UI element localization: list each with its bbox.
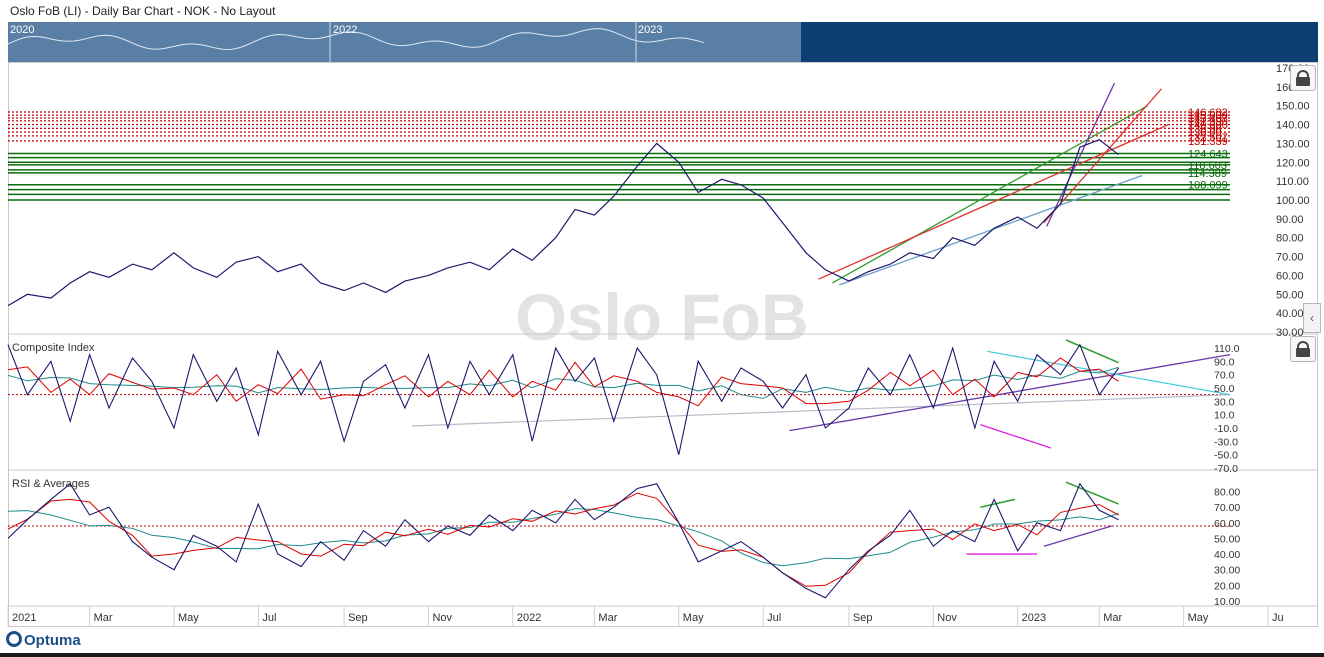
date-axis-tick-label: 2022 [517, 612, 541, 624]
chevron-left-icon[interactable]: ‹ [1303, 303, 1321, 333]
lock-icon[interactable] [1290, 65, 1316, 91]
rsi-trend-purple [1043, 525, 1112, 547]
composite-axis-tick: 50.0 [1214, 383, 1235, 395]
trend-line-red-steep [1043, 88, 1162, 224]
bottom-bar [0, 653, 1324, 657]
composite-slow-average [7, 366, 1119, 399]
price-axis-tick: 100.00 [1276, 195, 1310, 207]
composite-axis-tick: 90.0 [1214, 356, 1235, 368]
composite-fast-average [7, 357, 1119, 407]
price-axis-tick: 130.00 [1276, 138, 1310, 150]
date-axis-tick-label: Mar [598, 612, 617, 624]
resistance-level-label: 138.00 [1188, 123, 1222, 135]
rsi-axis-tick: 80.00 [1214, 487, 1240, 499]
rsi-axis-tick: 10.00 [1214, 596, 1240, 608]
composite-axis-tick: 10.0 [1214, 410, 1235, 422]
composite-trend-cyan [987, 350, 1231, 396]
resistance-level-label: 141.990 [1188, 116, 1228, 128]
price-axis-tick: 40.00 [1276, 308, 1304, 320]
resistance-level-label: 140.000 [1188, 120, 1228, 132]
price-axis-tick: 120.00 [1276, 157, 1310, 169]
support-level-label: 118.603 [1188, 160, 1227, 172]
price-axis-tick: 50.00 [1276, 289, 1304, 301]
price-axis-tick: 70.00 [1276, 252, 1304, 264]
date-axis-tick-label: May [178, 612, 199, 624]
composite-trend-purple [789, 354, 1231, 432]
date-axis-tick-label: Nov [937, 612, 957, 624]
date-axis-tick-label: Sep [348, 612, 368, 624]
composite-axis-tick: 30.0 [1214, 396, 1235, 408]
overview-year-label: 2020 [10, 24, 35, 36]
overview-year-label: 2022 [333, 24, 358, 36]
brand-logo: Optuma [6, 631, 81, 649]
date-axis-tick-label: Ju [1272, 612, 1284, 624]
price-axis-tick: 90.00 [1276, 214, 1304, 226]
price-line [7, 139, 1119, 307]
rsi-line [7, 482, 1119, 599]
rsi-divergence-green [1065, 481, 1119, 505]
resistance-level-label: 131.339 [1188, 136, 1228, 148]
date-axis-tick-label: 2023 [1022, 612, 1046, 624]
composite-axis-tick: -70.0 [1214, 463, 1238, 475]
rsi-axis-tick: 40.00 [1214, 549, 1240, 561]
date-axis-tick-label: 2021 [12, 612, 36, 624]
composite-divergence-magenta [980, 424, 1052, 449]
chart-frame [8, 62, 1318, 627]
resistance-level-label: 143.467 [1188, 113, 1228, 125]
trend-line-purple [1046, 82, 1116, 227]
lock-icon[interactable] [1290, 336, 1316, 362]
resistance-level-label: 133.507 [1188, 132, 1228, 144]
rsi-axis-tick: 70.00 [1214, 502, 1240, 514]
rsi-divergence-green [980, 498, 1016, 508]
rsi-axis-tick: 30.00 [1214, 565, 1240, 577]
resistance-level-label: 145.000 [1188, 110, 1228, 122]
overview-sparkline [8, 22, 705, 62]
rsi-slow-average [7, 508, 1119, 567]
resistance-level-label: 136.00 [1188, 127, 1222, 139]
date-axis-tick-label: Mar [1103, 612, 1122, 624]
overview-selected-range[interactable] [8, 22, 801, 62]
composite-axis-tick: -30.0 [1214, 436, 1238, 448]
date-axis-tick-label: Jul [262, 612, 276, 624]
trend-line-red [818, 123, 1169, 280]
rsi-title: RSI & Averages [12, 478, 90, 490]
date-axis-tick-label: May [683, 612, 704, 624]
trend-line-green [832, 105, 1148, 284]
overview-year-label: 2023 [638, 24, 663, 36]
price-axis-tick: 140.00 [1276, 120, 1310, 132]
composite-index-title: Composite Index [12, 342, 95, 354]
price-axis-tick: 80.00 [1276, 233, 1304, 245]
watermark: Oslo FoB [515, 280, 808, 354]
rsi-axis-tick: 60.00 [1214, 518, 1240, 530]
date-axis-tick-label: Nov [432, 612, 452, 624]
support-level-label: 124.643 [1188, 149, 1228, 161]
window-title: Oslo FoB (LI) - Daily Bar Chart - NOK - … [10, 4, 276, 18]
composite-axis-tick: -10.0 [1214, 423, 1238, 435]
price-axis-tick: 150.00 [1276, 101, 1310, 113]
composite-divergence-green [1065, 339, 1119, 364]
trend-line-blue [839, 174, 1143, 286]
composite-axis-tick: -50.0 [1214, 450, 1238, 462]
rsi-axis-tick: 20.00 [1214, 580, 1240, 592]
date-axis-tick-label: Jul [767, 612, 781, 624]
composite-trend-grey [411, 394, 1231, 427]
price-axis-tick: 60.00 [1276, 270, 1304, 282]
composite-axis-tick: 110.0 [1214, 343, 1240, 355]
price-axis-tick: 110.00 [1276, 176, 1309, 188]
support-level-label: 108.099 [1188, 180, 1228, 192]
date-axis-tick-label: May [1188, 612, 1209, 624]
brand-name: Optuma [24, 632, 81, 649]
date-axis-tick-label: Sep [853, 612, 873, 624]
rsi-axis-tick: 50.00 [1214, 533, 1240, 545]
support-level-label: 114.389 [1188, 168, 1227, 180]
optuma-logo-icon [6, 631, 22, 647]
overview-navigator[interactable]: 2020 2022 2023 [8, 22, 1318, 62]
resistance-level-label: 146.682 [1188, 107, 1228, 119]
rsi-fast-average [7, 492, 1119, 587]
composite-index-line [7, 343, 1120, 455]
composite-axis-tick: 70.0 [1214, 370, 1235, 382]
date-axis-tick-label: Mar [94, 612, 113, 624]
